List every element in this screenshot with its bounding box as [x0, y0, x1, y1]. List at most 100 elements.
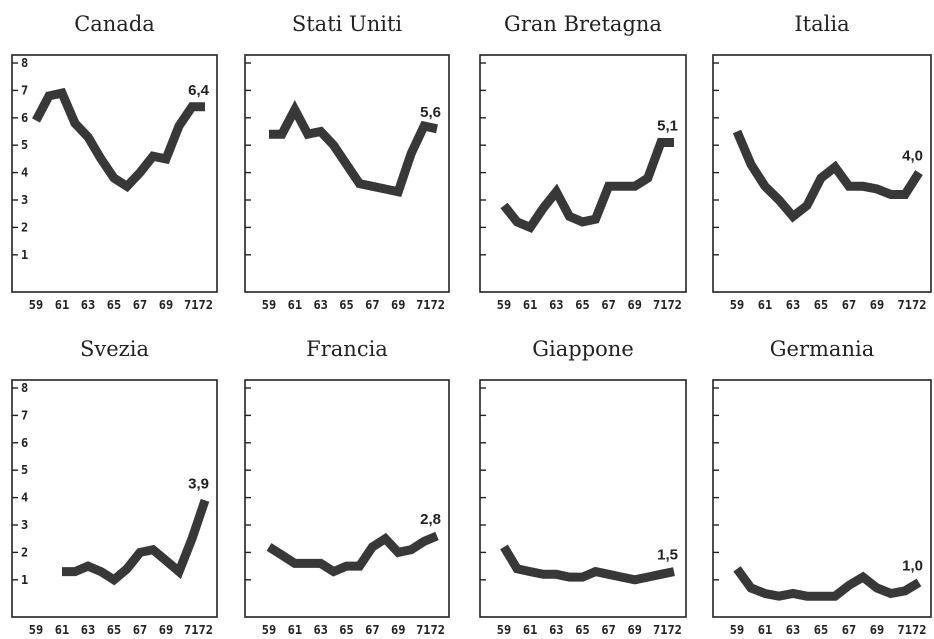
x-tick-label: 59: [730, 623, 744, 637]
x-tick-label: 61: [758, 298, 772, 312]
panel-title: Giappone: [532, 337, 634, 361]
panel-frame: [479, 379, 687, 618]
panel-title: Stati Uniti: [292, 12, 403, 36]
x-tick-label: 69: [628, 623, 642, 637]
x-tick-label: 67: [601, 298, 615, 312]
panel-frame: [712, 54, 932, 293]
x-tick-label: 69: [391, 298, 405, 312]
panel-frame: [244, 379, 450, 618]
x-tick-label: 61: [288, 623, 302, 637]
series-line: [269, 99, 438, 198]
x-tick-label: 59: [29, 298, 43, 312]
x-tick-label: 65: [575, 623, 589, 637]
x-tick-label: 59: [497, 298, 511, 312]
panel-5: Francia 59 61 63 65 67 69 7172 2,8: [244, 337, 450, 637]
x-tick-label: 61: [523, 623, 537, 637]
y-tick-label: 2: [21, 545, 28, 559]
x-tick-label: 65: [814, 623, 828, 637]
y-tick-label: 5: [21, 463, 28, 477]
panel-title: Canada: [74, 12, 155, 36]
y-tick-label: 6: [21, 111, 28, 125]
x-tick-label: 61: [523, 298, 537, 312]
panel-6: Giappone 59 61 63 65 67 69 7172 1,5: [479, 337, 687, 637]
x-tick-label: 65: [107, 623, 121, 637]
x-tick-label: 67: [133, 298, 147, 312]
panel-3: Italia 59 61 63 65 67 69 7172 4,0: [712, 12, 932, 312]
x-tick-label: 65: [339, 623, 353, 637]
x-tick-label: 67: [133, 623, 147, 637]
x-tick-label: 63: [786, 623, 800, 637]
y-tick-label: 2: [21, 220, 28, 234]
x-tick-label: 63: [786, 298, 800, 312]
x-tick-label: 63: [313, 623, 327, 637]
y-tick-label: 8: [21, 56, 28, 70]
panel-title: Germania: [770, 337, 874, 361]
y-tick-label: 7: [21, 83, 28, 97]
x-tick-label: 61: [288, 298, 302, 312]
x-tick-label: 7172: [653, 298, 682, 312]
end-value-label: 4,0: [902, 148, 923, 165]
x-tick-label: 61: [55, 623, 69, 637]
x-tick-label: 67: [842, 623, 856, 637]
x-tick-label: 65: [107, 298, 121, 312]
x-tick-label: 67: [365, 298, 379, 312]
x-tick-label: 67: [365, 623, 379, 637]
panel-7: Germania 59 61 63 65 67 69 7172 1,0: [712, 337, 932, 637]
series-line: [732, 129, 923, 223]
x-tick-label: 69: [159, 623, 173, 637]
end-value-label: 1,0: [902, 558, 923, 575]
panel-frame: [712, 379, 932, 618]
x-tick-label: 7172: [184, 298, 213, 312]
x-tick-label: 63: [549, 298, 563, 312]
x-tick-label: 63: [81, 623, 95, 637]
panel-1: Stati Uniti 59 61 63 65 67 69 7172 5,6: [244, 12, 450, 312]
panel-title: Svezia: [80, 337, 149, 361]
y-tick-label: 5: [21, 138, 28, 152]
x-tick-label: 59: [262, 298, 276, 312]
x-tick-label: 69: [628, 298, 642, 312]
panel-title: Italia: [794, 12, 849, 36]
y-tick-label: 3: [21, 518, 28, 532]
end-value-label: 6,4: [188, 82, 210, 99]
x-tick-label: 63: [549, 623, 563, 637]
panel-frame: [11, 54, 218, 293]
series-line: [266, 531, 439, 577]
series-line: [500, 544, 675, 585]
y-tick-label: 6: [21, 436, 28, 450]
y-tick-label: 1: [21, 248, 28, 262]
panel-2: Gran Bretagna 59 61 63 65 67 69 7172 5,1: [479, 12, 687, 312]
series-line: [32, 87, 205, 193]
panel-title: Gran Bretagna: [504, 12, 662, 36]
x-tick-label: 61: [758, 623, 772, 637]
x-tick-label: 69: [870, 298, 884, 312]
y-tick-label: 4: [21, 166, 28, 180]
series-line: [733, 566, 922, 601]
series-line: [62, 498, 210, 586]
x-tick-label: 59: [262, 623, 276, 637]
y-tick-label: 7: [21, 408, 28, 422]
y-tick-label: 3: [21, 193, 28, 207]
end-value-label: 3,9: [188, 475, 209, 492]
panel-frame: [11, 379, 218, 618]
end-value-label: 5,6: [420, 104, 441, 121]
x-tick-label: 7172: [416, 298, 445, 312]
x-tick-label: 65: [575, 298, 589, 312]
panel-frame: [479, 54, 687, 293]
x-tick-label: 67: [601, 623, 615, 637]
y-tick-label: 8: [21, 381, 28, 395]
end-value-label: 2,8: [420, 511, 441, 528]
x-tick-label: 7172: [416, 623, 445, 637]
x-tick-label: 69: [159, 298, 173, 312]
x-tick-label: 59: [730, 298, 744, 312]
x-tick-label: 7172: [184, 623, 213, 637]
y-tick-label: 4: [21, 491, 28, 505]
y-tick-label: 1: [21, 573, 28, 587]
end-value-label: 1,5: [657, 547, 678, 564]
x-tick-label: 61: [55, 298, 69, 312]
series-line: [500, 138, 674, 233]
x-tick-label: 65: [339, 298, 353, 312]
x-tick-label: 69: [870, 623, 884, 637]
panel-frame: [244, 54, 450, 293]
